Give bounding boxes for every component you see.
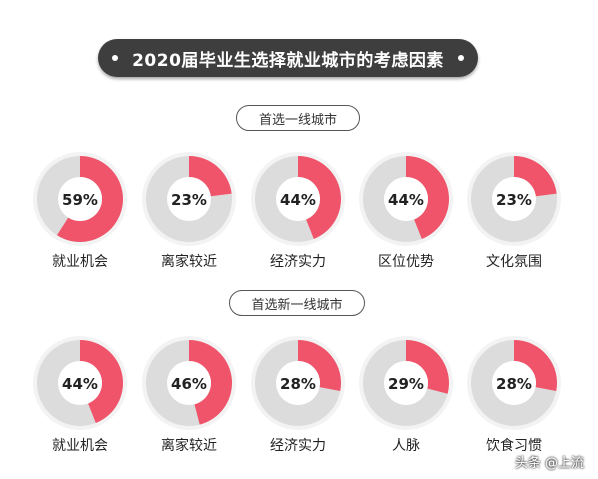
title-dot-left [112, 55, 118, 61]
donut-category-label-1-2: 经济实力 [270, 438, 326, 454]
watermark: 头条 @上流 [514, 456, 584, 471]
section-label-tier1: 首选一线城市 [236, 105, 360, 131]
donut-hole-0-4 [492, 177, 536, 221]
donut-hole-1-4 [492, 361, 536, 405]
donut-hole-0-1 [167, 177, 211, 221]
donut-value-label-1-0: 44% [62, 375, 98, 393]
donut-hole-0-3 [384, 177, 428, 221]
donut-category-label-0-4: 文化氛围 [486, 254, 542, 270]
donut-value-label-1-1: 46% [171, 375, 207, 393]
donut-slice-0-4 [514, 156, 557, 197]
donut-hole-1-0 [58, 361, 102, 405]
donut-category-label-0-3: 区位优势 [378, 254, 434, 270]
donut-value-label-0-2: 44% [280, 191, 316, 209]
donut-category-label-0-1: 离家较近 [161, 253, 217, 270]
section-label-new-tier1: 首选新一线城市 [229, 290, 365, 316]
donut-value-label-1-2: 28% [280, 375, 316, 393]
donut-value-label-0-3: 44% [388, 191, 424, 209]
page-title: 2020届毕业生选择就业城市的考虑因素 [132, 50, 444, 71]
donut-hole-1-3 [384, 361, 428, 405]
donut-category-label-0-2: 经济实力 [270, 254, 326, 270]
donut-category-label-1-3: 人脉 [392, 438, 420, 454]
donut-category-label-1-4: 饮食习惯 [486, 437, 542, 454]
donut-value-label-1-3: 29% [388, 375, 424, 393]
donut-slice-0-3 [406, 156, 450, 239]
donut-slice-0-1 [189, 156, 232, 197]
donut-value-label-0-1: 23% [171, 191, 207, 209]
donut-value-label-0-4: 23% [496, 191, 532, 209]
donut-slice-1-2 [298, 340, 341, 392]
title-dot-right [458, 55, 464, 61]
donut-value-label-0-0: 59% [62, 191, 98, 209]
donut-hole-1-1 [167, 361, 211, 405]
donut-slice-0-2 [298, 156, 341, 239]
title-banner: 2020届毕业生选择就业城市的考虑因素 [98, 39, 478, 77]
donut-hole-0-0 [58, 177, 102, 221]
donut-slice-0-0 [56, 156, 123, 243]
donut-category-label-0-0: 就业机会 [52, 254, 108, 270]
donut-category-label-1-0: 就业机会 [52, 438, 108, 454]
donut-slice-1-0 [80, 340, 123, 423]
donut-slice-1-1 [189, 340, 232, 425]
donut-hole-0-2 [276, 177, 320, 221]
donut-hole-1-2 [276, 361, 320, 405]
donut-slice-1-4 [514, 340, 557, 392]
donut-category-label-1-1: 离家较近 [161, 437, 217, 454]
donut-value-label-1-4: 28% [496, 375, 532, 393]
donut-slice-1-3 [406, 340, 449, 394]
